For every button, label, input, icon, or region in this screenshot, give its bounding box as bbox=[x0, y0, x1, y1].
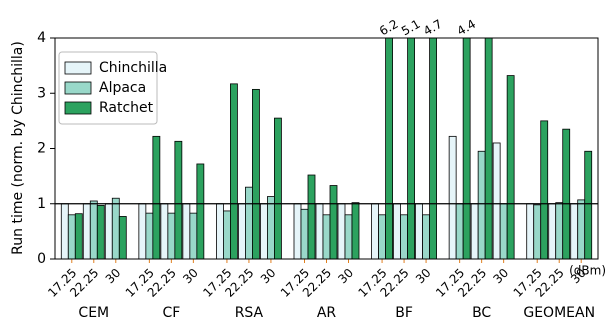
bar bbox=[407, 37, 415, 260]
bar bbox=[584, 150, 593, 260]
bar bbox=[104, 203, 113, 260]
bar bbox=[96, 205, 105, 260]
bar bbox=[470, 203, 479, 260]
bar bbox=[223, 210, 231, 260]
bar bbox=[540, 120, 549, 260]
bar bbox=[152, 135, 161, 260]
x-tick-label: CEM bbox=[78, 305, 109, 321]
bar bbox=[415, 203, 423, 260]
bar bbox=[118, 216, 127, 260]
bar bbox=[293, 203, 302, 260]
bar bbox=[138, 203, 147, 260]
bar bbox=[174, 140, 183, 260]
x-subtick-label: 30 bbox=[335, 266, 356, 287]
y-tick-label: 0 bbox=[37, 251, 46, 267]
bar bbox=[337, 203, 346, 260]
bar bbox=[238, 203, 246, 260]
x-subtick-label: 30 bbox=[103, 266, 124, 287]
x-tick-label: BC bbox=[472, 305, 491, 321]
bar bbox=[351, 202, 360, 260]
bar bbox=[145, 212, 154, 260]
y-tick-label: 1 bbox=[37, 196, 46, 212]
bar bbox=[393, 203, 401, 260]
x-tick-label: AR bbox=[317, 305, 337, 321]
bar bbox=[400, 214, 408, 260]
bar bbox=[477, 150, 486, 260]
bar bbox=[307, 174, 316, 260]
bar bbox=[570, 203, 579, 260]
bar bbox=[167, 212, 176, 260]
bar bbox=[422, 214, 430, 260]
bar bbox=[462, 37, 471, 260]
bar bbox=[89, 200, 98, 260]
bar bbox=[315, 203, 324, 260]
bar bbox=[252, 88, 260, 260]
y-tick-label: 2 bbox=[37, 141, 46, 157]
bar bbox=[455, 203, 464, 260]
bar bbox=[533, 204, 542, 260]
x-tick-label: BF bbox=[395, 305, 413, 321]
bar bbox=[267, 196, 275, 260]
bar bbox=[274, 117, 282, 260]
legend-label: Chinchilla bbox=[99, 60, 167, 76]
bar bbox=[300, 208, 309, 260]
bar bbox=[506, 75, 515, 260]
bar bbox=[385, 37, 393, 260]
value-label: 6.2 bbox=[377, 17, 401, 39]
bar bbox=[429, 37, 437, 260]
x-subtick-label: 30 bbox=[413, 266, 434, 287]
bar bbox=[548, 203, 557, 260]
x-tick-label: GEOMEAN bbox=[523, 305, 595, 321]
legend: Chinchilla Alpaca Ratchet bbox=[58, 51, 167, 125]
bar bbox=[189, 212, 198, 260]
bar bbox=[260, 203, 268, 260]
bar bbox=[182, 203, 191, 260]
bar bbox=[74, 213, 83, 260]
legend-swatch bbox=[64, 81, 92, 95]
bar bbox=[484, 37, 493, 260]
bar bbox=[378, 214, 386, 260]
bar bbox=[160, 203, 169, 260]
bar bbox=[371, 203, 379, 260]
y-tick-label: 4 bbox=[37, 30, 46, 46]
x-tick-label: RSA bbox=[235, 305, 264, 321]
x-subtick-label: 30 bbox=[258, 266, 279, 287]
plot-frame bbox=[54, 37, 599, 260]
bar bbox=[245, 186, 253, 260]
y-axis-label: Run time (norm. by Chinchilla) bbox=[10, 41, 26, 255]
bar bbox=[60, 203, 69, 260]
x-subtick-label: 30 bbox=[491, 266, 512, 287]
legend-label: Alpaca bbox=[99, 80, 146, 96]
bar bbox=[196, 163, 205, 260]
legend-label: Ratchet bbox=[99, 100, 154, 116]
bar bbox=[216, 203, 224, 260]
bar bbox=[577, 199, 586, 260]
bar bbox=[111, 197, 120, 260]
bar bbox=[562, 128, 571, 260]
y-tick-label: 3 bbox=[37, 85, 46, 101]
bar bbox=[499, 203, 508, 260]
x-subtick-label: 30 bbox=[180, 266, 201, 287]
x-unit: (dBm) bbox=[569, 264, 606, 278]
value-label: 4.7 bbox=[421, 17, 445, 39]
bar bbox=[322, 214, 331, 260]
legend-swatch bbox=[64, 101, 92, 115]
value-label: 5.1 bbox=[399, 17, 423, 39]
value-label: 4.4 bbox=[455, 17, 479, 39]
bar bbox=[329, 185, 338, 260]
bar bbox=[492, 142, 501, 260]
x-tick-label: CF bbox=[162, 305, 180, 321]
bar bbox=[344, 214, 353, 260]
bar bbox=[67, 214, 76, 260]
bar bbox=[555, 202, 564, 260]
bar bbox=[230, 83, 238, 260]
bar bbox=[526, 203, 535, 260]
bar bbox=[448, 135, 457, 260]
legend-swatch bbox=[64, 61, 92, 75]
bar bbox=[82, 203, 91, 260]
